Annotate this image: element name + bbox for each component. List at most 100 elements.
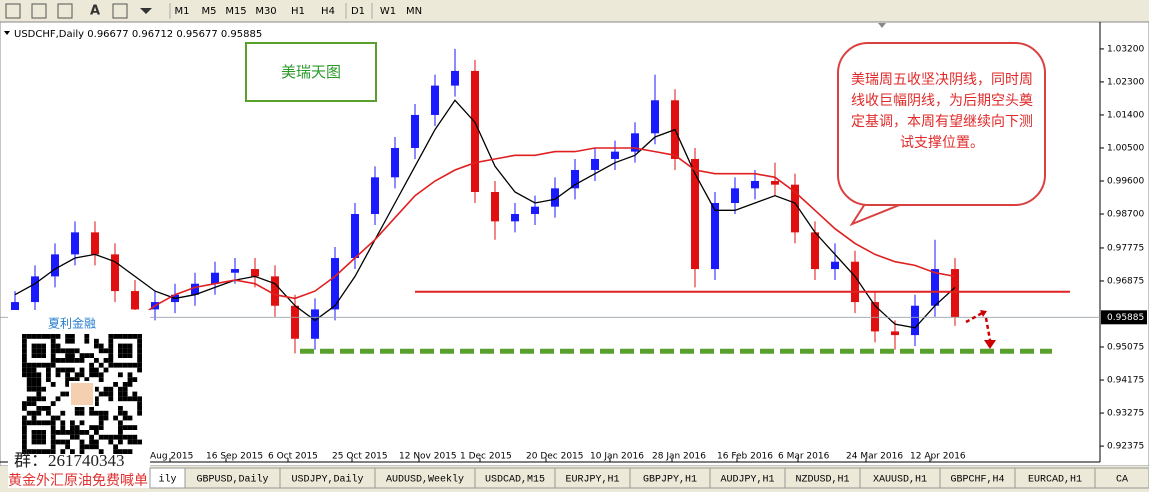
- qr-module: [74, 434, 80, 440]
- tab[interactable]: [1094, 467, 1149, 489]
- candle-body: [891, 331, 899, 336]
- qr-module: [50, 382, 56, 387]
- qr-module: [84, 353, 90, 358]
- icon[interactable]: [112, 3, 128, 19]
- candle-body: [111, 254, 119, 292]
- timeframe-button[interactable]: H1: [291, 6, 305, 17]
- qr-module: [36, 362, 42, 368]
- qr-module: [26, 449, 32, 454]
- qr-module: [113, 362, 118, 368]
- candle-body: [311, 309, 319, 339]
- qr-module: [122, 362, 128, 368]
- qr-module: [137, 343, 142, 349]
- tab-label[interactable]: AUDUSD,Weekly: [386, 474, 464, 486]
- qr-module: [22, 401, 27, 406]
- qr-module: [36, 406, 42, 411]
- label-box: [245, 42, 377, 102]
- qr-module: [132, 391, 138, 397]
- qr-module: [98, 372, 104, 378]
- tab-label[interactable]: USDCAD,M15: [485, 475, 545, 486]
- qr-module: [84, 334, 90, 339]
- icon[interactable]: A: [90, 4, 100, 19]
- qr-module: [98, 348, 104, 354]
- qr-module: [26, 420, 32, 426]
- qr-module: [118, 391, 123, 397]
- tab-label[interactable]: GBPCHF,H4: [950, 475, 1004, 486]
- y-tick-label: 0.92375: [1107, 442, 1144, 452]
- qr-module: [118, 343, 123, 349]
- timeframe-button[interactable]: W1: [380, 6, 396, 17]
- toolbar: [0, 0, 1149, 22]
- qr-module: [36, 391, 42, 397]
- qr-module: [74, 410, 80, 416]
- qr-module: [70, 348, 75, 354]
- qr-module: [26, 401, 32, 406]
- qr-module: [103, 348, 109, 354]
- qr-module: [22, 406, 27, 411]
- qr-module: [50, 362, 56, 368]
- tab-label[interactable]: GBPUSD,Daily: [196, 474, 268, 486]
- tab-label[interactable]: XAUUSD,H1: [873, 475, 927, 486]
- qr-module: [70, 420, 75, 426]
- qr-module: [36, 439, 42, 445]
- timeframe-button[interactable]: M1: [175, 6, 190, 17]
- qr-module: [65, 377, 70, 382]
- qr-module: [50, 439, 56, 445]
- shift-marker: [878, 23, 886, 28]
- qr-module: [50, 415, 56, 421]
- candle-body: [731, 188, 739, 204]
- qr-module: [108, 386, 114, 392]
- qr-module: [46, 449, 51, 454]
- candle-body: [691, 158, 699, 270]
- candle-body: [911, 305, 919, 336]
- qr-module: [137, 401, 142, 406]
- qr-module: [79, 420, 85, 426]
- qr-module: [122, 396, 128, 402]
- qr-module: [118, 410, 123, 416]
- qr-module: [50, 334, 56, 339]
- qr-module: [41, 348, 46, 354]
- candle-body: [851, 261, 859, 303]
- qr-module: [113, 415, 118, 421]
- qr-module: [65, 358, 70, 363]
- qr-module: [113, 449, 118, 454]
- tab-label[interactable]: CA: [1116, 475, 1128, 486]
- qr-module: [79, 430, 85, 435]
- tab-label[interactable]: EURCAD,H1: [1028, 475, 1082, 486]
- qr-module: [70, 377, 75, 382]
- tab-label[interactable]: ily: [158, 474, 176, 486]
- qr-module: [41, 406, 46, 411]
- icon[interactable]: [57, 3, 73, 19]
- timeframe-button[interactable]: M30: [255, 6, 276, 17]
- icon[interactable]: [140, 8, 152, 14]
- y-tick-label: 1.00500: [1107, 143, 1144, 153]
- y-tick-label: 1.01400: [1107, 110, 1144, 120]
- qr-module: [65, 439, 70, 445]
- timeframe-button[interactable]: M15: [225, 6, 246, 17]
- qr-module: [127, 348, 133, 354]
- timeframe-button[interactable]: D1: [351, 6, 365, 17]
- tab-label[interactable]: NZDUSD,H1: [795, 475, 849, 486]
- tab-label[interactable]: GBPJPY,H1: [643, 475, 697, 486]
- timeframe-button[interactable]: M5: [202, 6, 217, 17]
- qr-module: [94, 401, 99, 406]
- qr-module: [132, 377, 138, 382]
- qr-module: [74, 372, 80, 378]
- qr-module: [55, 343, 61, 349]
- icon[interactable]: [5, 3, 21, 19]
- qr-module: [22, 444, 27, 450]
- qr-module: [103, 367, 109, 373]
- qr-module: [118, 386, 123, 392]
- timeframe-button[interactable]: H4: [321, 6, 335, 17]
- qr-module: [132, 425, 138, 430]
- qr-module: [74, 430, 80, 435]
- timeframe-button[interactable]: MN: [406, 6, 422, 17]
- qr-module: [103, 415, 109, 421]
- tab-label[interactable]: USDJPY,Daily: [291, 474, 363, 486]
- qr-module: [127, 377, 133, 382]
- tab-label[interactable]: AUDJPY,H1: [720, 475, 774, 486]
- tab-label[interactable]: EURJPY,H1: [565, 475, 619, 486]
- qr-module: [41, 343, 46, 349]
- candle-body: [251, 269, 259, 277]
- icon[interactable]: [31, 3, 47, 19]
